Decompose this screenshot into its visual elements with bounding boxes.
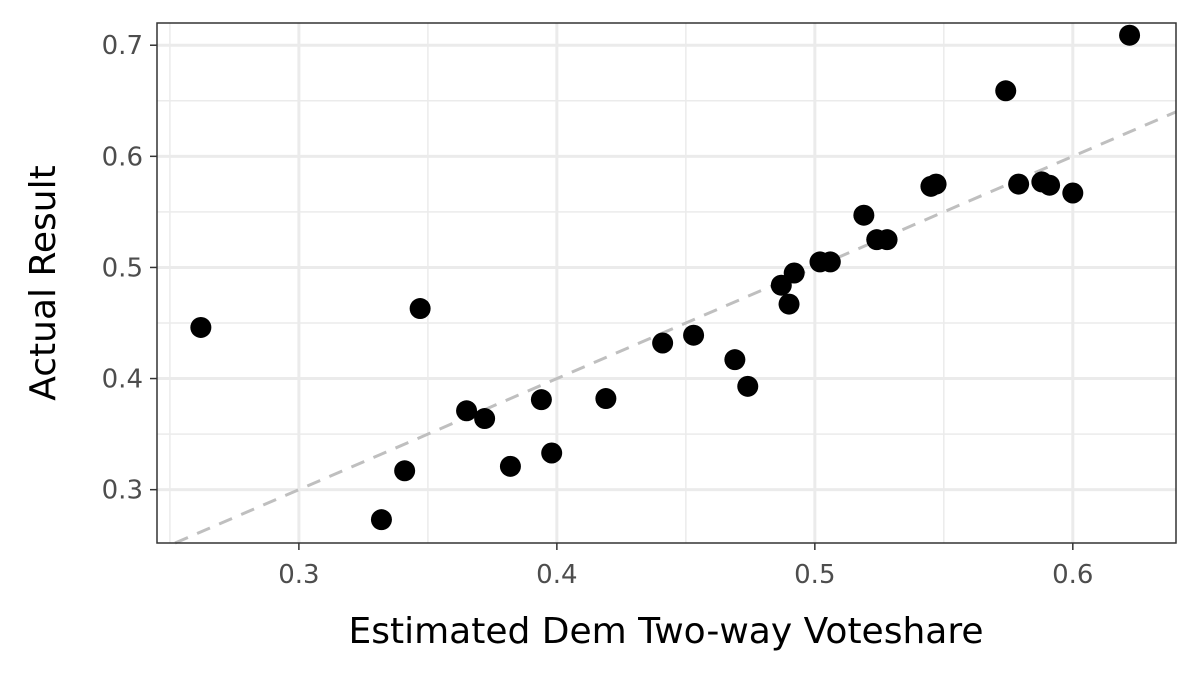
data-point bbox=[819, 251, 841, 273]
data-point bbox=[595, 388, 617, 410]
y-tick-label: 0.4 bbox=[102, 365, 143, 395]
data-point bbox=[530, 389, 552, 411]
data-point bbox=[1008, 173, 1030, 195]
data-point bbox=[737, 375, 759, 397]
data-point bbox=[683, 324, 705, 346]
y-tick-label: 0.7 bbox=[102, 31, 143, 61]
data-point bbox=[1039, 174, 1061, 196]
x-axis-title: Estimated Dem Two-way Voteshare bbox=[348, 611, 983, 652]
data-point bbox=[474, 408, 496, 430]
data-point bbox=[190, 316, 212, 338]
data-point bbox=[995, 80, 1017, 102]
data-point bbox=[499, 455, 521, 477]
y-axis-ticks: 0.3 0.4 0.5 0.6 0.7 bbox=[102, 31, 157, 506]
data-point bbox=[541, 442, 563, 464]
y-axis-title: Actual Result bbox=[23, 165, 64, 400]
data-point bbox=[370, 509, 392, 531]
x-tick-label: 0.6 bbox=[1052, 560, 1093, 590]
data-point bbox=[409, 298, 431, 320]
data-point bbox=[1062, 182, 1084, 204]
y-tick-label: 0.5 bbox=[102, 253, 143, 283]
data-point bbox=[456, 400, 478, 422]
data-points bbox=[190, 24, 1141, 531]
data-point bbox=[778, 293, 800, 315]
data-point bbox=[394, 460, 416, 482]
data-point bbox=[1119, 24, 1141, 46]
x-tick-label: 0.3 bbox=[278, 560, 319, 590]
data-point bbox=[783, 262, 805, 284]
y-tick-label: 0.6 bbox=[102, 142, 143, 172]
data-point bbox=[853, 204, 875, 226]
data-point bbox=[876, 229, 898, 251]
x-tick-label: 0.5 bbox=[794, 560, 835, 590]
reference-line bbox=[174, 110, 1177, 545]
plot-panel-border bbox=[156, 22, 1177, 544]
y-tick-label: 0.3 bbox=[102, 476, 143, 506]
x-axis-ticks: 0.3 0.4 0.5 0.6 bbox=[278, 543, 1093, 590]
reference-line-group bbox=[174, 110, 1177, 545]
x-tick-label: 0.4 bbox=[536, 560, 577, 590]
data-point bbox=[925, 173, 947, 195]
data-point bbox=[724, 349, 746, 371]
data-point bbox=[652, 332, 674, 354]
minor-gridlines bbox=[157, 23, 1176, 543]
